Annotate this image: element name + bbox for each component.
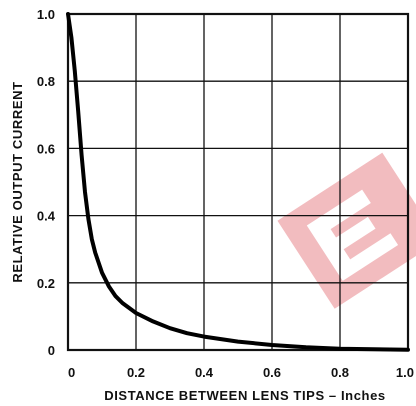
x-tick-label: 0 — [68, 365, 75, 380]
plot-frame — [66, 12, 410, 352]
y-tick-labels: 0 0.2 0.4 0.6 0.8 1.0 — [37, 7, 56, 358]
y-axis-label: RELATIVE OUTPUT CURRENT — [10, 81, 25, 282]
x-tick-label: 0.4 — [195, 365, 214, 380]
data-curve — [66, 12, 410, 352]
x-tick-label: 0.8 — [331, 365, 349, 380]
x-axis-label: DISTANCE BETWEEN LENS TIPS – Inches — [104, 388, 386, 403]
y-tick-label: 0.4 — [37, 209, 56, 224]
x-tick-labels: 0 0.2 0.4 0.6 0.8 1.0 — [68, 365, 414, 380]
y-tick-label: 1.0 — [37, 7, 55, 22]
x-tick-label: 1.0 — [396, 365, 414, 380]
watermark-logo — [277, 152, 416, 309]
y-tick-label: 0.8 — [37, 74, 55, 89]
x-tick-label: 0.2 — [127, 365, 145, 380]
y-tick-label: 0 — [48, 343, 55, 358]
y-tick-label: 0.2 — [37, 276, 55, 291]
x-tick-label: 0.6 — [263, 365, 281, 380]
grid-lines — [68, 14, 408, 350]
y-tick-label: 0.6 — [37, 141, 55, 156]
